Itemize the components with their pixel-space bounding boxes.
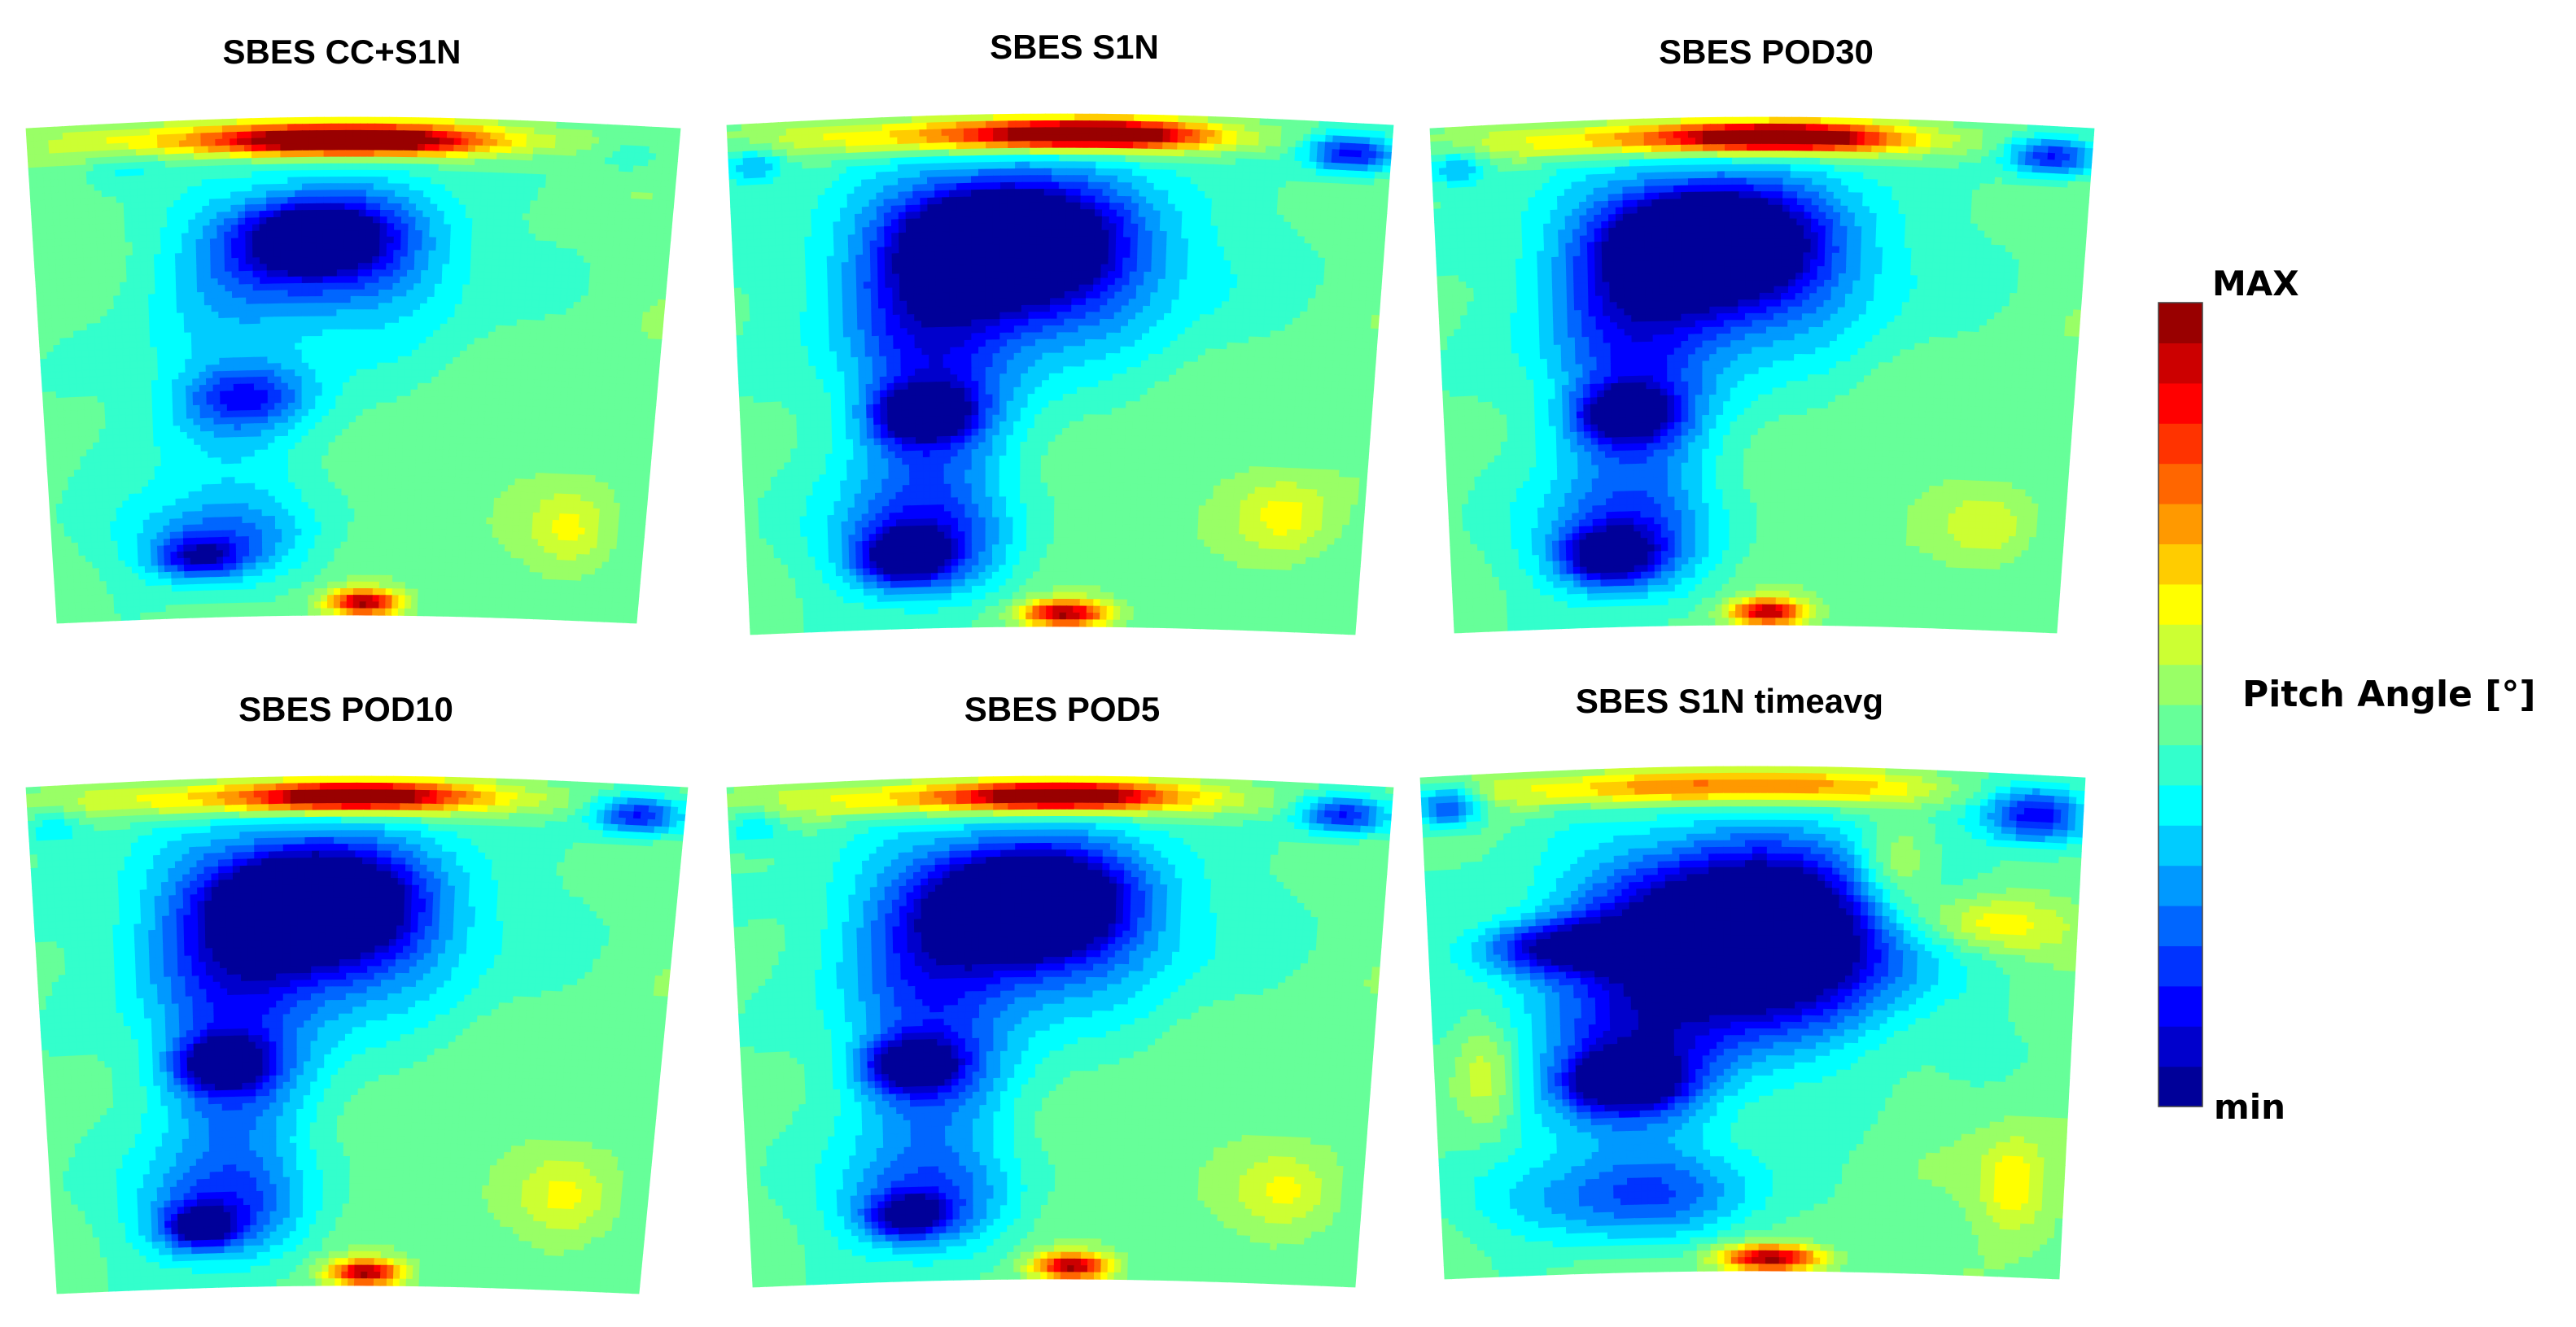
colorbar-level-2 [2158, 1026, 2202, 1067]
colorbar-level-18 [2158, 382, 2202, 424]
colorbar-level-12 [2158, 624, 2202, 666]
contour-panel-4 [25, 775, 689, 1294]
colorbar-title: Pitch Angle [°] [2242, 674, 2535, 715]
colorbar-level-9 [2158, 744, 2202, 786]
colorbar-level-11 [2158, 664, 2202, 705]
contour-panel-2 [726, 113, 1394, 635]
colorbar-level-4 [2158, 945, 2202, 987]
colorbar-level-6 [2158, 865, 2202, 906]
contour-panel-1 [25, 116, 681, 624]
colorbar-level-5 [2158, 906, 2202, 946]
colorbar-level-10 [2158, 705, 2202, 745]
colorbar-level-16 [2158, 463, 2202, 504]
colorbar-level-14 [2158, 543, 2202, 585]
panel-title-6: SBES S1N timeavg [1502, 682, 1957, 721]
colorbar-level-3 [2158, 985, 2202, 1027]
panel-title-2: SBES S1N [846, 28, 1302, 67]
colorbar-max-label: MAX [2212, 264, 2299, 303]
panel-title-4: SBES POD10 [118, 690, 574, 729]
panel-title-5: SBES POD5 [834, 690, 1290, 729]
colorbar-level-7 [2158, 825, 2202, 866]
contour-panel-6 [1419, 766, 2086, 1280]
panel-title-3: SBES POD30 [1538, 33, 1994, 72]
contour-panel-3 [1429, 116, 2095, 634]
colorbar-frame [2158, 302, 2203, 1107]
contour-panel-5 [726, 775, 1394, 1288]
colorbar-level-8 [2158, 784, 2202, 826]
colorbar-level-15 [2158, 504, 2202, 544]
colorbar-level-19 [2158, 343, 2202, 384]
colorbar [2158, 302, 2203, 1107]
panel-title-1: SBES CC+S1N [114, 33, 570, 72]
colorbar-level-17 [2158, 423, 2202, 465]
colorbar-level-20 [2158, 303, 2202, 343]
colorbar-min-label: min [2214, 1087, 2285, 1127]
colorbar-level-1 [2158, 1066, 2202, 1107]
colorbar-level-13 [2158, 583, 2202, 625]
